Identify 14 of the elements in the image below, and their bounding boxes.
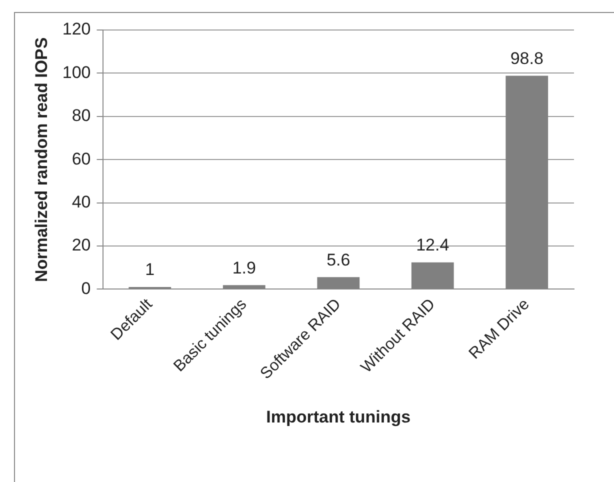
y-tick-label: 40 bbox=[72, 192, 91, 212]
data-label: 12.4 bbox=[416, 236, 450, 255]
y-tick-label: 120 bbox=[62, 20, 91, 39]
data-label: 98.8 bbox=[510, 48, 544, 68]
x-axis-title: Important tunings bbox=[266, 407, 411, 426]
y-tick-label: 60 bbox=[72, 149, 91, 168]
y-tick-label: 80 bbox=[72, 106, 91, 126]
y-tick-label: 100 bbox=[62, 62, 91, 82]
y-tick-label: 0 bbox=[81, 278, 91, 298]
data-label: 5.6 bbox=[326, 250, 350, 270]
data-label: 1.9 bbox=[232, 258, 256, 278]
y-tick-label: 20 bbox=[72, 236, 91, 255]
y-axis-title: Normalized random read IOPS bbox=[32, 37, 51, 282]
data-label: 1 bbox=[145, 260, 155, 280]
